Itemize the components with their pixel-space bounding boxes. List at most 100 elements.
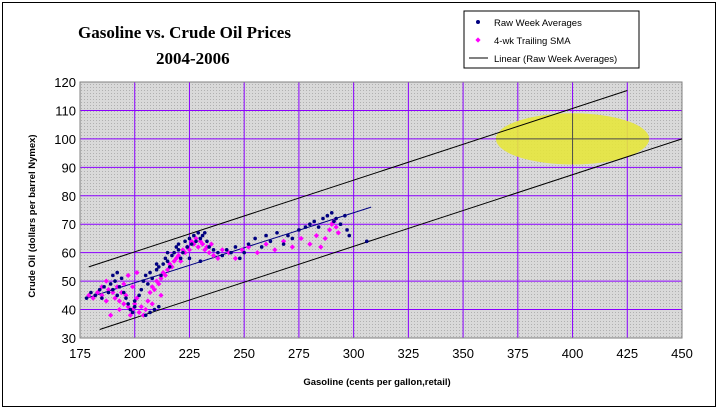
sma-point [307,241,313,247]
sma-point [329,221,335,227]
x-tick-label: 200 [124,346,146,361]
x-tick-label: 400 [562,346,584,361]
chart-subtitle: 2004-2006 [156,49,230,68]
x-tick-label: 225 [179,346,201,361]
raw-point [187,256,192,261]
raw-point [84,296,89,300]
sma-point [123,292,129,298]
legend-box [463,10,640,69]
raw-point [126,302,130,306]
legend-raw-marker [476,20,480,24]
raw-point [185,245,190,249]
raw-point [97,287,102,292]
raw-point [224,248,229,252]
raw-point [161,262,165,266]
x-tick-label: 450 [671,346,693,361]
raw-point [143,313,148,318]
sma-point [263,241,269,247]
band-line [88,90,628,268]
raw-point [207,245,211,249]
sma-point [143,306,149,313]
raw-point [268,239,273,244]
raw-point [264,233,268,238]
sma-point [138,304,144,310]
sma-point [333,224,339,230]
raw-point [275,230,279,235]
sma-point [171,258,177,264]
sma-point [149,301,155,307]
sma-point [121,301,127,307]
y-tick-label: 80 [62,189,76,204]
raw-point [338,222,343,227]
x-tick-label: 325 [398,346,420,361]
raw-point [157,304,161,309]
raw-point [172,250,176,255]
raw-point [121,290,126,295]
raw-point [89,290,93,295]
y-tick-label: 30 [62,331,76,346]
raw-point [128,307,133,312]
raw-point [176,242,181,246]
raw-point [150,276,155,281]
sma-point [110,289,116,296]
sma-point [219,247,225,253]
raw-point [157,265,161,269]
raw-point [347,233,352,238]
raw-point [290,236,295,241]
raw-point [163,256,168,261]
sma-point [103,298,109,304]
sma-point [175,252,182,259]
y-tick-label: 110 [55,103,76,118]
raw-point [332,219,336,224]
raw-point [259,245,264,249]
sma-point [199,241,206,247]
sma-point [149,284,155,290]
raw-point [106,290,111,295]
sma-point [121,281,127,287]
raw-point [102,285,106,289]
raw-point [113,279,117,283]
raw-point [124,296,128,300]
sma-point [103,278,109,284]
sma-point [206,250,212,256]
raw-point [115,270,120,275]
raw-point [229,250,233,255]
raw-point [111,273,115,278]
raw-point [345,228,349,232]
legend-linear-label: Linear (Raw Week Averages) [494,54,617,65]
raw-point [286,233,290,238]
legend-raw-label: Raw Week Averages [494,18,582,29]
raw-point [198,259,203,264]
sma-point [245,244,252,250]
raw-point [246,242,251,246]
sma-point [125,272,131,279]
raw-point [143,273,148,278]
sma-point [116,306,123,313]
raw-point [216,250,220,255]
x-tick-label: 175 [69,346,91,361]
raw-point [242,250,246,255]
raw-point [137,293,141,298]
sma-point [335,230,341,236]
raw-point [178,256,183,261]
y-tick-label: 90 [62,160,76,175]
raw-point [159,273,163,278]
raw-point [253,236,257,241]
raw-point [334,216,338,221]
sma-point [129,284,136,290]
raw-point [192,233,196,238]
raw-point [183,239,187,244]
raw-point [119,276,124,281]
raw-point [343,213,347,218]
raw-point [152,307,157,312]
raw-point [329,211,334,215]
sma-point [108,312,114,318]
raw-point [303,225,308,229]
sma-point [322,235,328,242]
x-tick-label: 300 [343,346,365,361]
raw-point [146,282,150,286]
y-tick-label: 70 [62,217,76,232]
raw-point [154,262,159,266]
x-tick-label: 375 [507,346,529,361]
x-tick-label: 350 [452,346,474,361]
